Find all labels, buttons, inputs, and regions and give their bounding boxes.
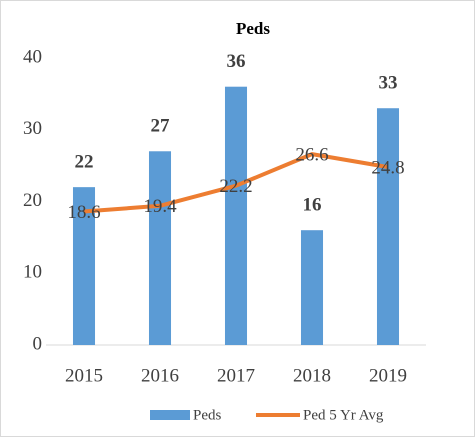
- line-value-label: 18.6: [67, 202, 100, 223]
- legend-swatch: [150, 410, 190, 420]
- bar: [148, 151, 172, 345]
- legend-label: Ped 5 Yr Avg: [303, 407, 384, 423]
- bar: [224, 86, 248, 345]
- chart-title: Peds: [236, 19, 270, 38]
- y-tick-label: 30: [23, 118, 42, 139]
- bar: [72, 187, 96, 345]
- x-tick-label: 2018: [293, 365, 331, 386]
- line-value-label: 26.6: [295, 145, 328, 166]
- y-tick-label: 0: [33, 333, 43, 354]
- x-tick-label: 2019: [369, 365, 407, 386]
- legend-label: Peds: [193, 407, 222, 423]
- line-value-label: 22.2: [219, 176, 252, 197]
- bar-value-label: 33: [379, 73, 398, 94]
- bar: [300, 230, 324, 345]
- line-value-label: 19.4: [143, 196, 177, 217]
- bar-value-label: 27: [151, 116, 171, 137]
- line: [83, 152, 389, 214]
- y-tick-label: 10: [23, 262, 42, 283]
- x-tick-label: 2015: [65, 365, 103, 386]
- line-value-label: 24.8: [371, 157, 404, 178]
- bar: [376, 108, 400, 345]
- x-tick-label: 2016: [141, 365, 179, 386]
- x-tick-label: 2017: [217, 365, 255, 386]
- bar-value-label: 16: [303, 195, 322, 216]
- y-tick-label: 20: [23, 190, 42, 211]
- y-tick-label: 40: [23, 46, 42, 67]
- bar-value-label: 36: [227, 51, 246, 72]
- bar-value-label: 22: [75, 152, 94, 173]
